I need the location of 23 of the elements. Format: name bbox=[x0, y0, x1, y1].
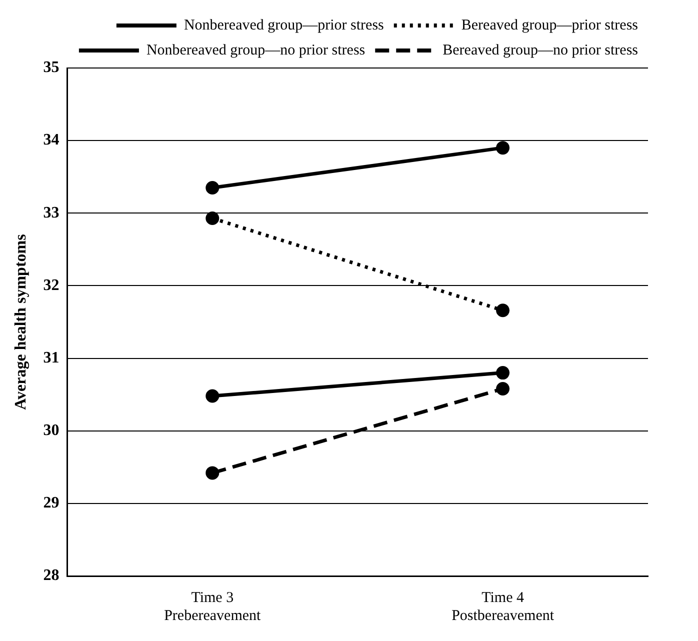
legend-label: Bereaved group—no prior stress bbox=[442, 42, 638, 58]
point bbox=[496, 382, 510, 396]
y-tick-label: 28 bbox=[43, 567, 60, 584]
x-tick-label: Time 4 Postbereavement bbox=[452, 590, 555, 624]
y-axis-title: Average health symptoms bbox=[12, 234, 30, 410]
point bbox=[496, 304, 510, 318]
point bbox=[206, 180, 220, 194]
y-tick-label: 29 bbox=[43, 494, 60, 512]
y-tick-label: 35 bbox=[43, 59, 60, 76]
y-tick-label: 31 bbox=[43, 349, 60, 366]
point bbox=[496, 141, 510, 155]
point bbox=[206, 211, 220, 225]
point bbox=[206, 466, 220, 480]
x-tick-label: Time 3 Prebereavement bbox=[164, 590, 262, 624]
y-tick-label: 33 bbox=[43, 204, 60, 222]
legend-label: Bereaved group—prior stress bbox=[461, 17, 638, 34]
point bbox=[206, 389, 220, 403]
y-tick-label: 32 bbox=[43, 276, 60, 294]
legend-label: Nonbereaved group—no prior stress bbox=[146, 42, 366, 58]
point bbox=[496, 366, 510, 380]
y-tick-label: 34 bbox=[43, 132, 60, 149]
legend-label: Nonbereaved group—prior stress bbox=[184, 17, 384, 34]
y-tick-label: 30 bbox=[43, 422, 60, 439]
